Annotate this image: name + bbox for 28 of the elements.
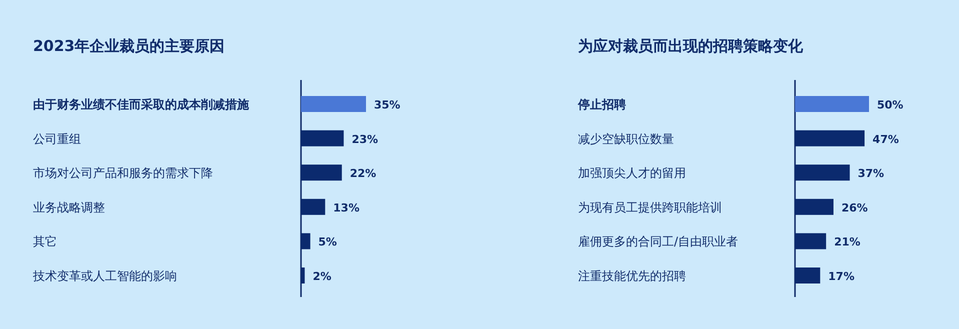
chart-title: 为应对裁员而出现的招聘策略变化 bbox=[578, 37, 804, 55]
y-tick-label: 其它 bbox=[33, 234, 57, 249]
y-tick-label: 业务战略调整 bbox=[33, 200, 105, 214]
bar bbox=[301, 96, 366, 112]
y-tick-label: 停止招聘 bbox=[577, 98, 626, 112]
y-tick-label: 为现有员工提供跨职能培训 bbox=[578, 200, 722, 214]
y-tick-label: 加强顶尖人才的留用 bbox=[578, 166, 686, 180]
bar bbox=[795, 96, 869, 112]
data-label: 47% bbox=[872, 132, 899, 146]
y-tick-label: 减少空缺职位数量 bbox=[578, 132, 674, 146]
data-label: 26% bbox=[841, 201, 868, 214]
data-label: 22% bbox=[350, 167, 376, 180]
y-tick-label: 市场对公司产品和服务的需求下降 bbox=[33, 166, 213, 180]
data-label: 13% bbox=[333, 201, 360, 214]
data-label: 17% bbox=[828, 270, 855, 283]
data-label: 21% bbox=[834, 236, 860, 249]
data-label: 5% bbox=[318, 236, 337, 249]
text: 2023年企业裁员的主要原因 bbox=[33, 37, 225, 55]
data-label: 37% bbox=[858, 167, 884, 180]
data-label: 2% bbox=[312, 270, 332, 283]
data-label: 23% bbox=[352, 132, 378, 146]
data-label: 35% bbox=[374, 98, 400, 112]
y-tick-label: 雇佣更多的合同工/自由职业者 bbox=[578, 234, 738, 249]
y-tick-label: 公司重组 bbox=[33, 132, 81, 146]
data-label: 50% bbox=[877, 98, 904, 112]
y-tick-label: 由于财务业绩不佳而采取的成本削减措施 bbox=[33, 98, 250, 112]
y-tick-label: 注重技能优先的招聘 bbox=[578, 269, 686, 283]
y-tick-label: 技术变革或人工智能的影响 bbox=[32, 269, 177, 283]
